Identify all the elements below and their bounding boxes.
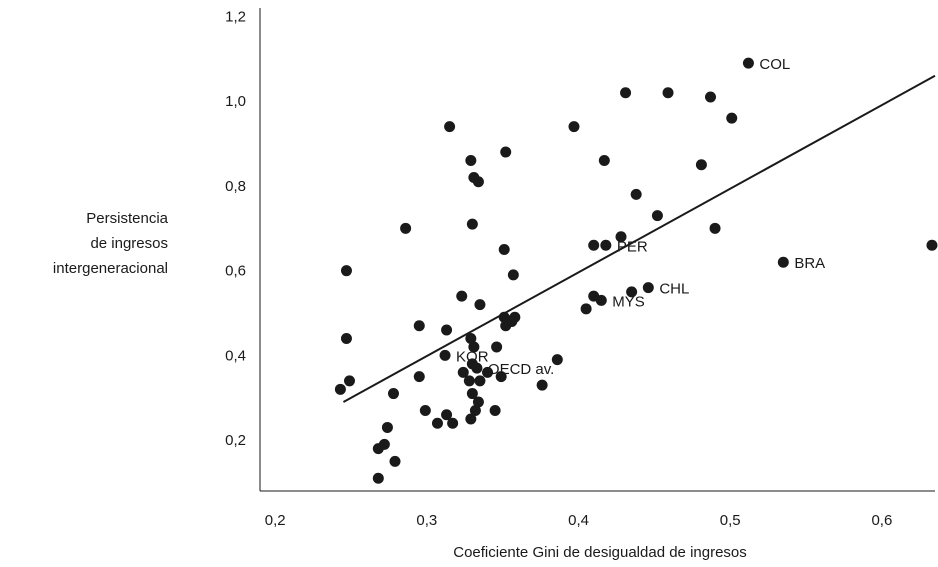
data-point [568,121,580,133]
x-tick-label: 0,2 [265,512,286,529]
axes [259,8,935,492]
point-label: CHL [659,281,689,298]
data-point [431,417,443,429]
point-label: COL [759,56,790,73]
point-label: KOR [456,348,489,365]
data-point [471,362,483,374]
data-point [507,269,519,281]
data-point [465,413,477,425]
data-point [482,366,494,378]
x-tick-label: 0,5 [720,512,741,529]
data-point [626,286,638,298]
data-point [472,396,484,408]
trend-line [342,74,936,403]
data-point [489,405,501,416]
point-label: BRA [794,255,825,272]
data-point [343,375,355,387]
x-tick-label: 0,4 [568,512,589,529]
data-point [600,239,612,251]
data-point [509,311,521,323]
data-point [389,455,401,467]
y-tick-label: 1,2 [225,8,246,25]
y-axis-title-line-2: de ingresos [90,235,168,252]
data-point [387,388,399,400]
data-point [340,265,352,277]
data-point [615,231,627,243]
data-point [469,405,481,416]
data-point [447,417,459,429]
y-tick-labels: 0,2 0,4 0,6 0,8 1,0 1,2 [225,8,246,449]
data-point [456,290,468,302]
y-tick-label: 0,2 [225,432,246,449]
data-point [466,218,478,230]
y-tick-label: 0,8 [225,178,246,195]
data-point [498,244,510,255]
data-point [474,299,486,311]
x-axis-title: Coeficiente Gini de desigualdad de ingre… [453,544,747,561]
data-point [465,332,477,344]
data-point [551,354,563,366]
y-tick-label: 0,4 [225,347,246,364]
data-point [468,341,480,353]
data-point [580,303,592,315]
data-point [466,388,478,400]
data-point [742,57,754,69]
x-tick-label: 0,3 [416,512,437,529]
data-point [419,405,431,416]
data-point [709,222,721,234]
data-point [695,159,707,171]
data-point [536,379,548,391]
data-point [340,332,352,344]
data-point [334,383,346,395]
data-point [474,375,486,387]
data-point [463,375,475,387]
data-point [500,146,512,158]
data-point [500,320,512,332]
data-point [726,112,738,124]
data-point [705,91,717,103]
data-point [441,409,453,421]
y-axis-title: Persistencia de ingresos intergeneracion… [8,206,168,281]
data-point [465,155,477,167]
data-point [439,349,451,361]
data-points [334,57,938,484]
data-point [457,366,469,378]
x-tick-label: 0,6 [871,512,892,529]
data-point [926,239,938,251]
data-point [495,371,507,383]
data-point [651,210,663,222]
data-point [372,443,384,455]
data-point [491,341,503,353]
data-point [400,222,412,234]
data-point [595,294,607,306]
data-point [381,421,393,433]
point-label: PER [617,238,648,255]
data-point [444,121,456,133]
data-point [642,282,654,294]
data-point [413,371,425,383]
data-point [662,87,674,99]
y-axis-title-line-3: intergeneracional [52,260,168,277]
point-label: OECD av. [488,361,554,378]
data-point [372,472,384,484]
data-point [413,320,425,332]
x-tick-labels: 0,2 0,3 0,4 0,5 0,6 [265,512,893,529]
point-label: MYS [612,293,645,310]
data-point [620,87,632,99]
y-tick-label: 0,6 [225,263,246,280]
data-point [588,239,600,251]
y-tick-label: 1,0 [225,93,246,110]
data-point [777,256,789,268]
data-point [472,176,484,188]
data-point [598,155,610,167]
data-point [630,188,642,200]
y-axis-title-line-1: Persistencia [86,210,168,227]
data-point [441,324,453,336]
